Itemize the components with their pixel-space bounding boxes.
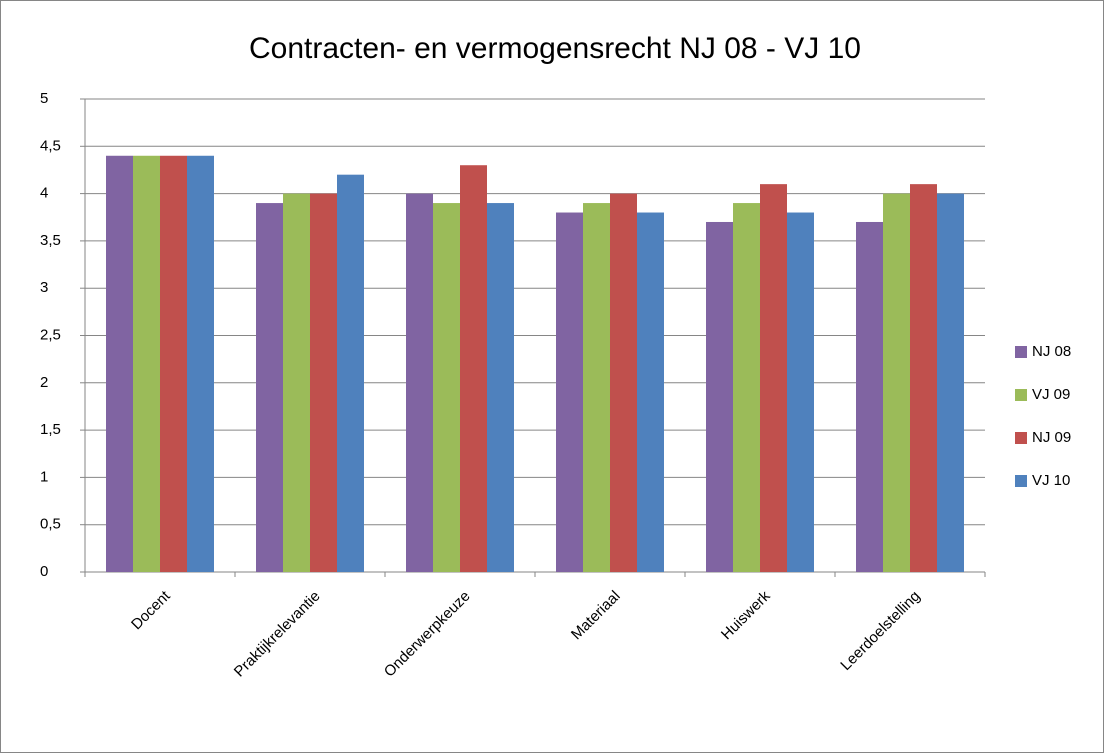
bar xyxy=(787,212,814,572)
y-tick-label: 1 xyxy=(40,468,48,485)
bar xyxy=(187,155,214,572)
bar xyxy=(460,165,487,572)
legend-swatch xyxy=(1015,346,1027,358)
bar xyxy=(910,184,937,572)
bar xyxy=(487,203,514,572)
y-tick-label: 3,5 xyxy=(40,232,61,249)
bar xyxy=(610,193,637,572)
y-tick-label: 2,5 xyxy=(40,326,61,343)
bar xyxy=(133,155,160,572)
y-tick-label: 1,5 xyxy=(40,421,61,438)
bar xyxy=(937,193,964,572)
bar xyxy=(406,193,433,572)
bar xyxy=(433,203,460,572)
legend-label: VJ 09 xyxy=(1032,386,1070,403)
y-tick-label: 0,5 xyxy=(40,516,61,533)
y-tick-label: 0 xyxy=(40,563,48,580)
y-tick-label: 4 xyxy=(40,185,48,202)
legend-swatch xyxy=(1015,475,1027,487)
y-tick-label: 3 xyxy=(40,279,48,296)
bar xyxy=(856,221,883,573)
bar xyxy=(106,155,133,572)
legend-label: VJ 10 xyxy=(1032,472,1070,489)
bar xyxy=(160,155,187,572)
legend-swatch xyxy=(1015,432,1027,444)
bar xyxy=(637,212,664,572)
legend-label: NJ 09 xyxy=(1032,429,1071,446)
chart-title: Contracten- en vermogensrecht NJ 08 - VJ… xyxy=(249,32,861,65)
bar xyxy=(883,193,910,572)
bar xyxy=(337,174,364,572)
legend-swatch xyxy=(1015,389,1027,401)
legend-label: NJ 08 xyxy=(1032,343,1071,360)
bar xyxy=(583,203,610,572)
bar xyxy=(256,203,283,572)
bar xyxy=(283,193,310,572)
bar xyxy=(760,184,787,572)
bar xyxy=(556,212,583,572)
bar xyxy=(733,203,760,572)
bar xyxy=(310,193,337,572)
y-tick-label: 4,5 xyxy=(40,137,61,154)
y-tick-label: 5 xyxy=(40,90,48,107)
y-tick-label: 2 xyxy=(40,374,48,391)
bar xyxy=(706,221,733,573)
